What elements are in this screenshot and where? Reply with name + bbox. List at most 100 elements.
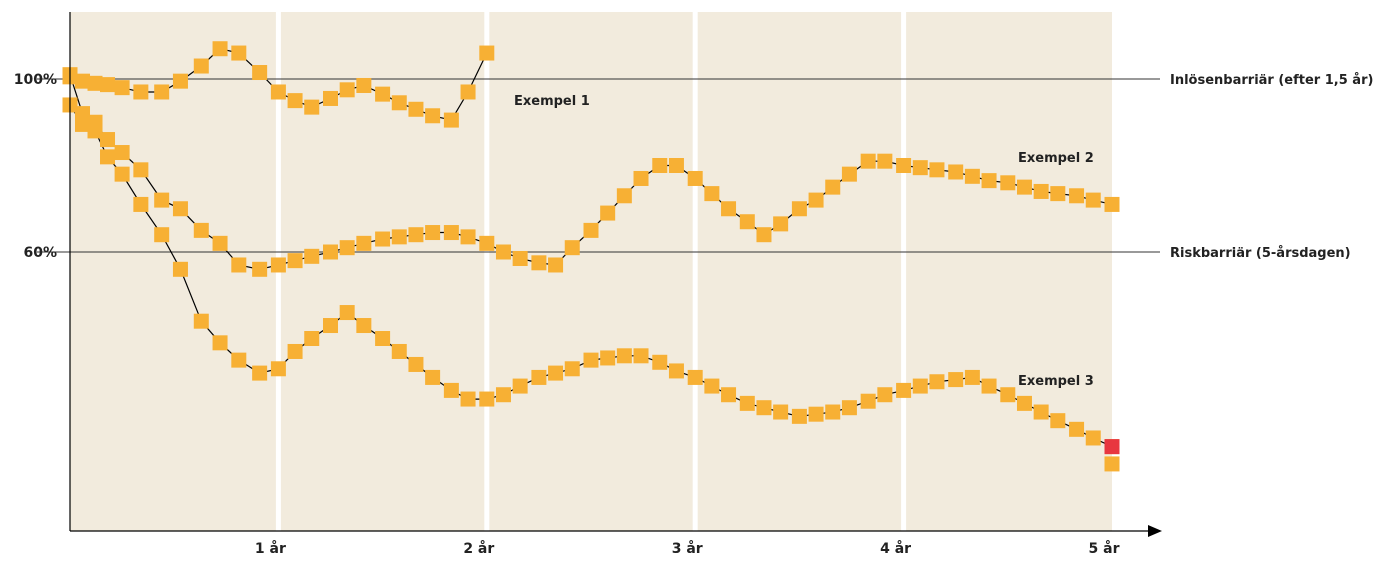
series-3-point-25 [479,391,495,407]
series-3-point-36 [668,363,684,379]
x-tick-label-3: 3 år [672,540,703,557]
series-2-point-11 [231,257,247,273]
x-tick-label-4: 4 år [880,540,911,557]
series-2-point-56 [1016,179,1032,195]
series-2-point-25 [479,235,495,251]
series-3-point-24 [460,391,476,407]
series-2-point-24 [460,229,476,245]
series-3-point-42 [773,404,789,420]
series-3-point-18 [356,318,372,334]
series-3-point-34 [633,348,649,364]
series-2-point-31 [583,222,599,238]
series-2-point-44 [808,192,824,208]
series-3-point-16 [323,318,338,334]
series-2-point-17 [339,240,355,256]
series-2-point-30 [564,240,580,256]
series-2-point-32 [600,205,616,221]
series-3-point-54 [981,378,997,394]
series-3-point-22 [425,369,441,385]
series-2-point-7 [154,192,170,208]
series-1-point-23 [443,112,459,128]
series-3-point-5 [114,166,130,182]
series-3-point-7 [154,227,170,243]
series-labels: Exempel 1 Exempel 2 Exempel 3 [514,94,1094,389]
series-3-point-57 [1033,404,1049,420]
series-1-point-24 [460,84,476,100]
series-3-point-35 [652,354,668,370]
end-marker-2 [1104,456,1120,472]
series-2-point-27 [512,250,528,266]
series-2-point-29 [548,257,564,273]
series-2-point-51 [929,162,945,178]
series-3-point-17 [339,305,355,321]
series-1-point-4 [100,77,116,93]
series-2-point-36 [668,158,684,173]
series-3-point-26 [495,387,511,403]
series-2-point-16 [323,244,338,260]
series-1-point-25 [479,45,495,61]
series-2-point-47 [860,153,876,169]
series-3-point-55 [1000,387,1016,403]
series-3-point-40 [739,395,755,411]
series-3-point-10 [212,335,228,351]
series-3-point-32 [600,350,616,366]
series-2-point-54 [981,173,997,189]
series-3-point-21 [408,356,424,372]
series-2-point-15 [304,248,320,264]
series-2-point-39 [721,201,737,217]
series-2-point-61 [1104,196,1120,212]
series-3-point-38 [704,378,720,394]
series-2-point-38 [704,186,720,202]
series-3-point-30 [564,361,580,377]
series-2-point-49 [896,158,912,173]
reference-lines [37,78,1160,253]
series-1-point-11 [231,45,247,61]
series-3-point-49 [896,382,912,398]
series-3-point-43 [791,408,807,424]
series-1-point-18 [356,77,372,93]
series-1-point-17 [339,82,355,98]
series-3-point-6 [133,196,149,212]
axes [69,12,1162,537]
series-3-point-44 [808,406,824,422]
series-2-point-19 [375,231,391,247]
series-label-3: Exempel 3 [1018,374,1094,389]
series-3-point-11 [231,352,247,368]
series-2-point-28 [531,255,547,271]
series-2-point-8 [172,201,188,217]
series-2-point-34 [633,170,649,186]
plot-background [70,12,1112,531]
series-2-point-22 [425,225,441,241]
series-label-1: Exempel 1 [514,94,590,109]
series-3-point-33 [616,348,632,364]
series-2-point-52 [948,164,964,180]
series-3-point-12 [252,365,268,381]
series-3-point-14 [287,343,303,359]
series-1-point-13 [270,84,286,100]
series-2-point-37 [687,170,703,186]
series-3-point-47 [860,393,876,409]
series-2-point-50 [912,160,928,176]
y-tick-label-1: 100% [14,72,57,88]
series-3-point-4 [100,149,116,165]
series-3-point-56 [1016,395,1032,411]
series-1-point-22 [425,108,441,124]
series-2-point-12 [252,261,268,277]
series-2-point-5 [114,145,130,161]
year-divider-3 [692,12,698,531]
series-2-point-40 [739,214,755,230]
x-tick-label-2: 2 år [463,540,494,557]
series-3-point-48 [877,387,893,403]
series-2-point-9 [193,222,209,238]
series-3-point-31 [583,352,599,368]
series-3-point-59 [1069,421,1085,437]
series-2-point-42 [773,216,789,232]
series-2-point-13 [270,257,286,273]
series-2-point-33 [616,188,632,204]
series-3-point-37 [687,369,703,385]
series-1-point-2 [75,73,91,89]
y-tick-label-2: 60% [23,245,57,261]
series-3-point-2 [75,116,91,132]
series-3-point-58 [1050,413,1066,429]
series-1-point-20 [391,95,407,111]
